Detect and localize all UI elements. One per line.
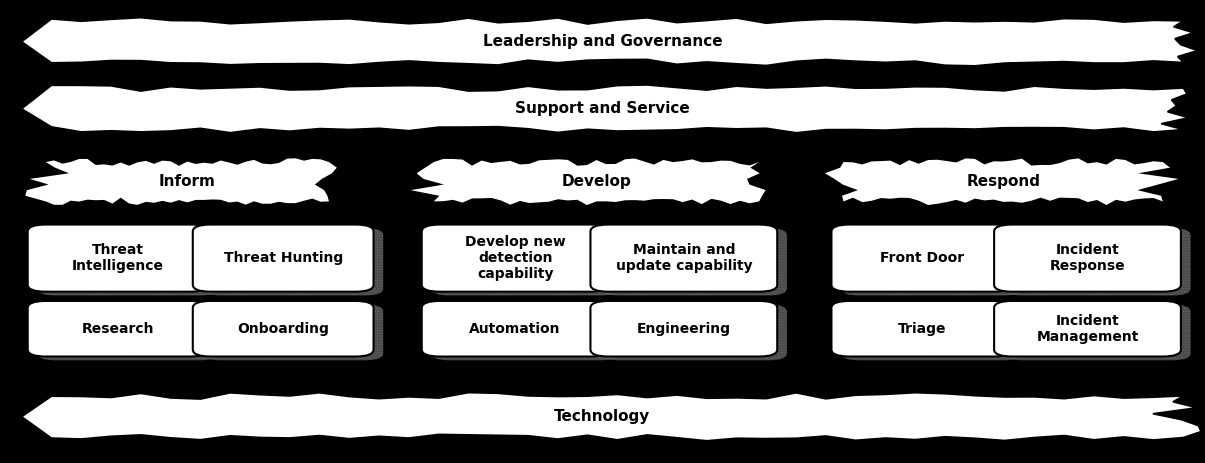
FancyBboxPatch shape	[28, 225, 208, 292]
FancyBboxPatch shape	[422, 225, 609, 292]
Text: Respond: Respond	[966, 174, 1040, 189]
Text: Develop: Develop	[562, 174, 631, 189]
FancyBboxPatch shape	[994, 225, 1181, 292]
FancyBboxPatch shape	[1004, 305, 1191, 360]
FancyBboxPatch shape	[831, 225, 1012, 292]
Text: Automation: Automation	[470, 322, 560, 336]
Text: Support and Service: Support and Service	[515, 101, 690, 116]
Polygon shape	[825, 158, 1178, 205]
Polygon shape	[25, 158, 337, 205]
FancyBboxPatch shape	[37, 228, 218, 295]
Text: Incident
Management: Incident Management	[1036, 313, 1139, 344]
Text: Front Door: Front Door	[880, 251, 964, 265]
FancyBboxPatch shape	[841, 305, 1022, 360]
FancyBboxPatch shape	[994, 301, 1181, 357]
FancyBboxPatch shape	[28, 301, 208, 357]
Text: Onboarding: Onboarding	[237, 322, 329, 336]
FancyBboxPatch shape	[193, 301, 374, 357]
FancyBboxPatch shape	[202, 305, 383, 360]
FancyBboxPatch shape	[600, 305, 787, 360]
Polygon shape	[0, 18, 1198, 66]
FancyBboxPatch shape	[422, 301, 609, 357]
Text: Incident
Response: Incident Response	[1050, 243, 1125, 273]
FancyBboxPatch shape	[590, 225, 777, 292]
Text: Engineering: Engineering	[636, 322, 731, 336]
FancyBboxPatch shape	[831, 301, 1012, 357]
Polygon shape	[411, 158, 765, 205]
FancyBboxPatch shape	[841, 228, 1022, 295]
Text: Leadership and Governance: Leadership and Governance	[483, 34, 722, 49]
Text: Maintain and
update capability: Maintain and update capability	[616, 243, 752, 273]
Text: Technology: Technology	[554, 409, 651, 424]
Polygon shape	[0, 85, 1188, 133]
Polygon shape	[0, 393, 1201, 441]
Text: Develop new
detection
capability: Develop new detection capability	[465, 235, 565, 282]
Text: Threat
Intelligence: Threat Intelligence	[72, 243, 164, 273]
FancyBboxPatch shape	[37, 305, 218, 360]
FancyBboxPatch shape	[600, 228, 787, 295]
FancyBboxPatch shape	[202, 228, 383, 295]
Text: Research: Research	[82, 322, 154, 336]
Text: Triage: Triage	[898, 322, 946, 336]
FancyBboxPatch shape	[1004, 228, 1191, 295]
Text: Threat Hunting: Threat Hunting	[224, 251, 342, 265]
Text: Inform: Inform	[159, 174, 216, 189]
FancyBboxPatch shape	[590, 301, 777, 357]
FancyBboxPatch shape	[431, 228, 618, 295]
FancyBboxPatch shape	[431, 305, 618, 360]
FancyBboxPatch shape	[193, 225, 374, 292]
